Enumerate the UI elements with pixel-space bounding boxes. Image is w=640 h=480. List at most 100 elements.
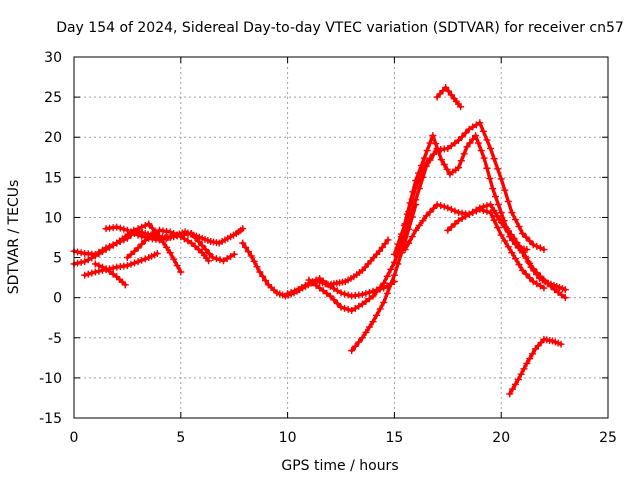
data-point-marker [205, 257, 213, 265]
data-point-marker [333, 287, 341, 295]
data-point-marker [476, 204, 484, 212]
data-point-marker [145, 233, 153, 241]
data-point-marker [159, 235, 167, 243]
data-point-marker [242, 243, 250, 251]
y-tick-label: -10 [39, 371, 62, 387]
x-tick-label: 10 [279, 430, 297, 446]
data-point-marker [173, 262, 181, 270]
data-point-marker [180, 235, 188, 243]
data-point-marker [91, 268, 99, 276]
data-point-marker [344, 305, 352, 313]
data-point-marker [369, 318, 377, 326]
data-point-marker [523, 246, 531, 254]
data-point-marker [463, 143, 471, 151]
series-track-d [91, 260, 129, 289]
data-point-marker [191, 234, 199, 241]
data-point-marker [561, 286, 569, 294]
data-point-marker [412, 201, 420, 209]
data-point-marker [378, 243, 386, 251]
data-point-marker [517, 370, 525, 378]
data-point-marker [91, 252, 99, 260]
data-point-marker [501, 223, 509, 231]
data-point-marker [362, 289, 370, 297]
data-point-marker [458, 133, 466, 141]
data-point-marker [417, 162, 425, 170]
data-point-marker [497, 175, 505, 183]
data-point-marker [134, 258, 142, 266]
data-point-marker [141, 221, 149, 229]
data-point-marker [486, 174, 494, 182]
series-track-p [433, 83, 465, 111]
data-point-marker [432, 140, 440, 148]
data-point-marker [123, 234, 131, 242]
data-point-marker [301, 281, 309, 289]
y-tick-label: 20 [44, 130, 62, 146]
data-point-marker [400, 221, 408, 229]
series-track-g [239, 236, 392, 300]
data-point-marker [244, 248, 252, 256]
data-point-marker [365, 323, 373, 331]
data-point-marker [220, 257, 228, 265]
data-point-marker [102, 246, 110, 254]
data-point-marker [526, 237, 534, 245]
data-point-marker [138, 223, 146, 231]
data-point-marker [163, 243, 171, 251]
data-point-marker [423, 147, 431, 155]
data-point-marker [177, 268, 185, 276]
data-point-marker [501, 237, 509, 245]
data-point-marker [514, 375, 522, 383]
data-point-marker [123, 254, 131, 262]
data-point-marker [529, 278, 537, 286]
data-point-marker [430, 150, 438, 158]
series-line [93, 262, 127, 287]
data-point-marker [116, 224, 124, 232]
data-point-marker [148, 224, 156, 232]
data-point-marker [524, 258, 532, 266]
data-point-marker [521, 252, 529, 260]
data-point-marker [333, 300, 341, 308]
data-point-marker [401, 246, 409, 254]
x-tick-label: 0 [70, 430, 79, 446]
data-point-marker [530, 267, 538, 275]
x-tick-label: 15 [385, 430, 403, 446]
data-point-marker [319, 287, 327, 295]
data-point-marker [121, 281, 129, 289]
data-point-marker [526, 274, 534, 282]
data-point-marker [134, 225, 142, 233]
data-point-marker [387, 265, 395, 273]
data-point-marker [437, 156, 445, 164]
data-point-marker [148, 231, 156, 239]
data-point-marker [483, 164, 491, 172]
data-point-marker [529, 241, 537, 249]
data-point-marker [113, 223, 121, 231]
data-point-marker [358, 334, 366, 342]
data-point-marker [316, 274, 324, 282]
data-point-marker [184, 237, 192, 245]
y-tick-label: -15 [39, 411, 62, 427]
series-layer [70, 83, 569, 398]
data-point-marker [131, 229, 139, 237]
data-point-marker [330, 285, 338, 293]
data-point-marker [163, 234, 171, 242]
data-point-marker [444, 144, 452, 152]
data-point-marker [422, 212, 430, 220]
series-line [241, 238, 390, 298]
data-point-marker [469, 123, 477, 131]
data-point-marker [341, 304, 349, 312]
data-point-marker [223, 255, 231, 263]
data-point-marker [529, 350, 537, 358]
data-point-marker [74, 248, 82, 256]
data-point-marker [507, 231, 515, 239]
data-point-marker [138, 256, 146, 264]
data-point-marker [312, 281, 320, 289]
data-point-marker [508, 209, 516, 217]
data-point-marker [173, 231, 181, 239]
data-point-marker [358, 290, 366, 298]
data-point-marker [504, 227, 512, 235]
data-point-marker [490, 155, 498, 163]
data-point-marker [506, 390, 514, 398]
data-point-marker [493, 212, 501, 220]
data-point-marker [515, 261, 523, 269]
data-point-marker [444, 226, 452, 234]
